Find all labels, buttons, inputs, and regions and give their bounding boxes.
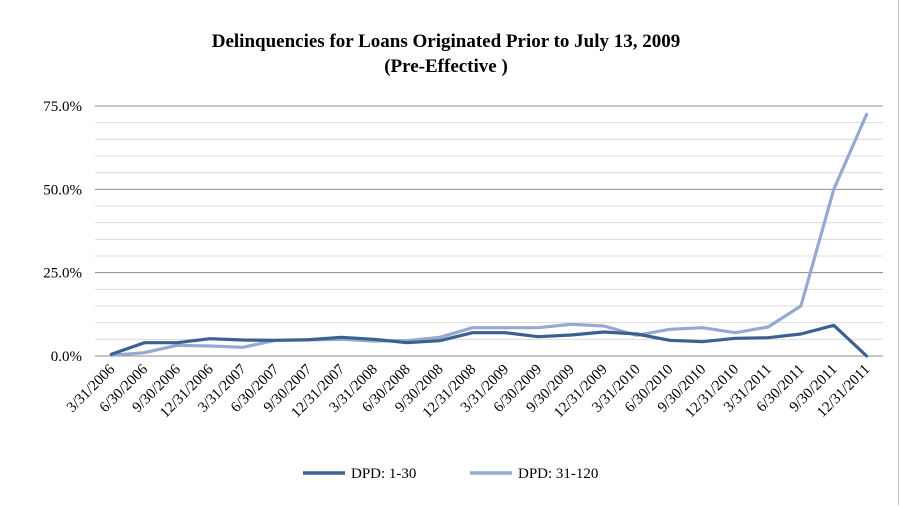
y-tick-label: 25.0% xyxy=(43,266,82,282)
series-lines xyxy=(109,112,869,358)
chart-title: Delinquencies for Loans Originated Prior… xyxy=(212,31,681,52)
y-tick-label: 50.0% xyxy=(43,182,82,198)
legend-label-2: DPD: 31-120 xyxy=(518,466,598,482)
legend-label-1: DPD: 1-30 xyxy=(351,466,416,482)
legend: DPD: 1-30 DPD: 31-120 xyxy=(303,466,598,482)
chart-subtitle: (Pre-Effective ) xyxy=(384,56,508,77)
y-tick-label: 75.0% xyxy=(43,99,82,115)
grid-lines xyxy=(95,105,883,357)
x-axis-ticks: 3/31/20066/30/20069/30/200612/31/20063/3… xyxy=(64,361,874,421)
series-line-1 xyxy=(109,323,869,358)
series-line-2 xyxy=(109,112,869,357)
y-axis-ticks: 0.0% 25.0% 50.0% 75.0% xyxy=(43,99,82,365)
y-tick-label: 0.0% xyxy=(51,349,82,365)
